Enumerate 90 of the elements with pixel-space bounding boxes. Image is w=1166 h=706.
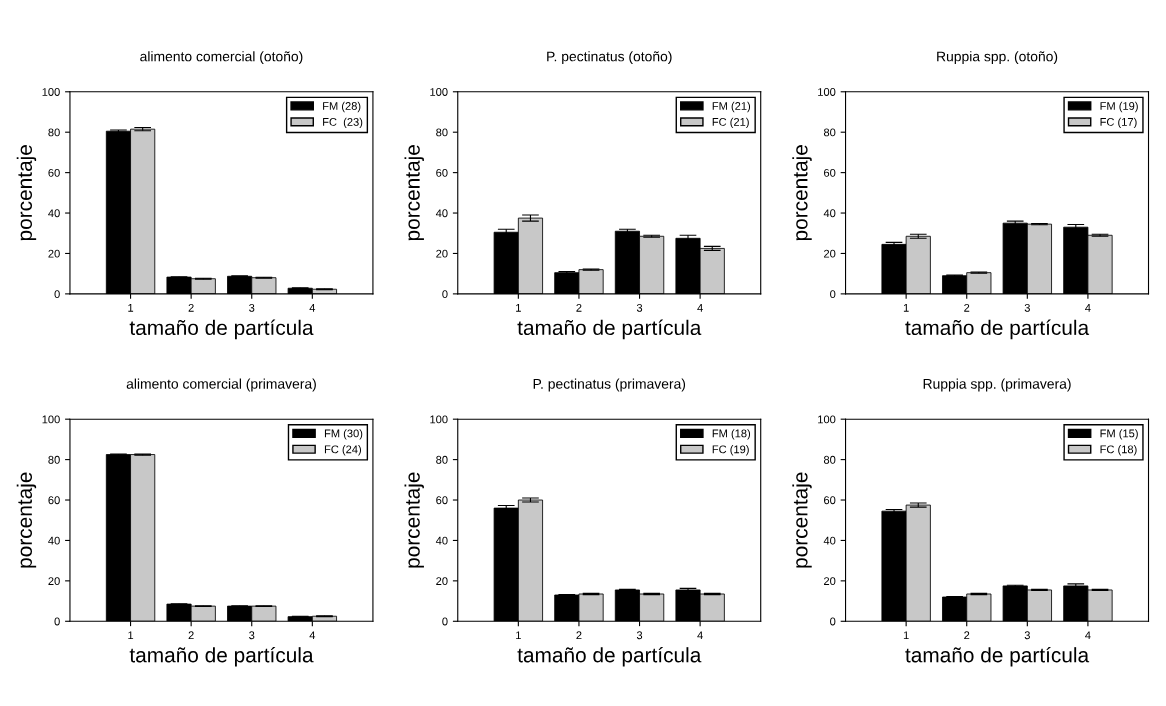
legend-label: FM (18): [712, 429, 751, 440]
x-tick-label: 1: [516, 631, 521, 640]
x-tick-label: 1: [903, 631, 909, 640]
x-tick-label: 3: [249, 303, 255, 312]
x-axis-title: tamaño de partícula: [129, 646, 314, 667]
x-tick-label: 2: [188, 303, 194, 312]
x-tick-label: 4: [309, 304, 316, 312]
x-tick-label: 3: [636, 631, 643, 640]
y-tick-label: 80: [823, 455, 836, 464]
y-tick-label: 0: [830, 290, 836, 299]
x-tick-label: 2: [576, 631, 582, 640]
y-tick-label: 100: [818, 415, 836, 424]
y-axis-title: porcentaje: [404, 145, 424, 241]
y-axis-title: porcentaje: [404, 472, 424, 568]
y-tick-label: 60: [48, 168, 60, 177]
legend-label: FM (15): [1100, 429, 1138, 440]
y-tick-label: 80: [48, 455, 60, 464]
y-tick-label: 0: [442, 617, 448, 626]
y-tick-label: 40: [435, 209, 448, 218]
chart-title: Ruppia spp. (otoño): [937, 51, 1058, 65]
x-tick-label: 3: [1024, 303, 1030, 312]
y-tick-label: 80: [436, 128, 448, 137]
y-tick-label: 100: [42, 415, 60, 424]
legend-label: FC (19): [712, 445, 749, 456]
legend-label: FM (21): [712, 101, 751, 113]
x-tick-label: 1: [128, 304, 134, 312]
legend-label: FM (19): [1100, 101, 1138, 113]
x-tick-label: 2: [964, 631, 970, 640]
y-tick-label: 60: [824, 496, 836, 505]
chart-title: alimento comercial (primavera): [126, 378, 316, 392]
y-tick-label: 20: [436, 249, 448, 258]
y-tick-label: 40: [823, 536, 836, 545]
y-tick-label: 100: [42, 88, 60, 96]
y-axis-title: porcentaje: [16, 145, 37, 241]
legend-label: FC (18): [1100, 445, 1137, 456]
y-tick-label: 40: [435, 536, 448, 545]
y-tick-label: 60: [436, 168, 448, 177]
x-tick-label: 1: [128, 631, 134, 640]
y-axis-title: porcentaje: [16, 472, 37, 568]
x-tick-label: 4: [1085, 304, 1091, 312]
x-tick-label: 4: [1085, 631, 1091, 640]
y-tick-label: 40: [823, 209, 836, 218]
legend-label: FC (24): [324, 445, 362, 456]
chart-title: Ruppia spp. (primavera): [923, 378, 1071, 392]
y-tick-label: 0: [830, 617, 836, 626]
y-tick-label: 40: [48, 536, 60, 545]
x-tick-label: 1: [516, 304, 521, 312]
x-axis-title: tamaño de partícula: [905, 319, 1090, 340]
x-tick-label: 3: [636, 303, 643, 312]
y-tick-label: 0: [54, 290, 60, 299]
y-tick-label: 80: [48, 128, 60, 137]
y-tick-label: 20: [48, 249, 60, 258]
legend-label: FM (30): [324, 429, 363, 440]
x-tick-label: 1: [903, 304, 909, 312]
x-axis-title: tamaño de partícula: [129, 319, 314, 340]
x-tick-label: 2: [964, 303, 970, 312]
x-axis-title: tamaño de partícula: [905, 646, 1090, 667]
y-tick-label: 60: [436, 496, 448, 505]
legend-label: FC (23): [323, 117, 363, 129]
x-tick-label: 3: [249, 631, 255, 640]
x-tick-label: 4: [309, 631, 316, 640]
y-tick-label: 0: [442, 290, 448, 299]
legend-label: FM (28): [323, 101, 361, 113]
y-tick-label: 60: [48, 496, 60, 505]
x-tick-label: 2: [188, 631, 194, 640]
legend-label: FC (21): [712, 117, 749, 129]
y-tick-label: 80: [436, 455, 448, 464]
x-axis-title: tamaño de partícula: [517, 646, 702, 667]
x-axis-title: tamaño de partícula: [517, 319, 702, 340]
y-tick-label: 20: [48, 577, 60, 585]
y-tick-label: 20: [824, 577, 836, 585]
x-tick-label: 3: [1024, 631, 1030, 640]
x-tick-label: 4: [697, 304, 703, 312]
y-axis-title: porcentaje: [792, 472, 812, 568]
chart-title: P. pectinatus (primavera): [533, 378, 686, 392]
chart-title: alimento comercial (otoño): [140, 51, 303, 65]
x-tick-label: 2: [576, 303, 582, 312]
y-tick-label: 60: [824, 168, 836, 177]
y-tick-label: 0: [54, 617, 60, 626]
y-tick-label: 100: [818, 88, 836, 96]
y-tick-label: 80: [823, 128, 836, 137]
y-tick-label: 40: [48, 209, 60, 218]
y-tick-label: 20: [436, 577, 448, 585]
x-tick-label: 4: [697, 631, 703, 640]
y-tick-label: 100: [430, 88, 448, 96]
y-tick-label: 100: [430, 415, 448, 424]
y-axis-title: porcentaje: [792, 145, 812, 241]
chart-title: P. pectinatus (otoño): [547, 51, 672, 65]
y-tick-label: 20: [824, 249, 836, 258]
legend-label: FC (17): [1100, 117, 1137, 129]
